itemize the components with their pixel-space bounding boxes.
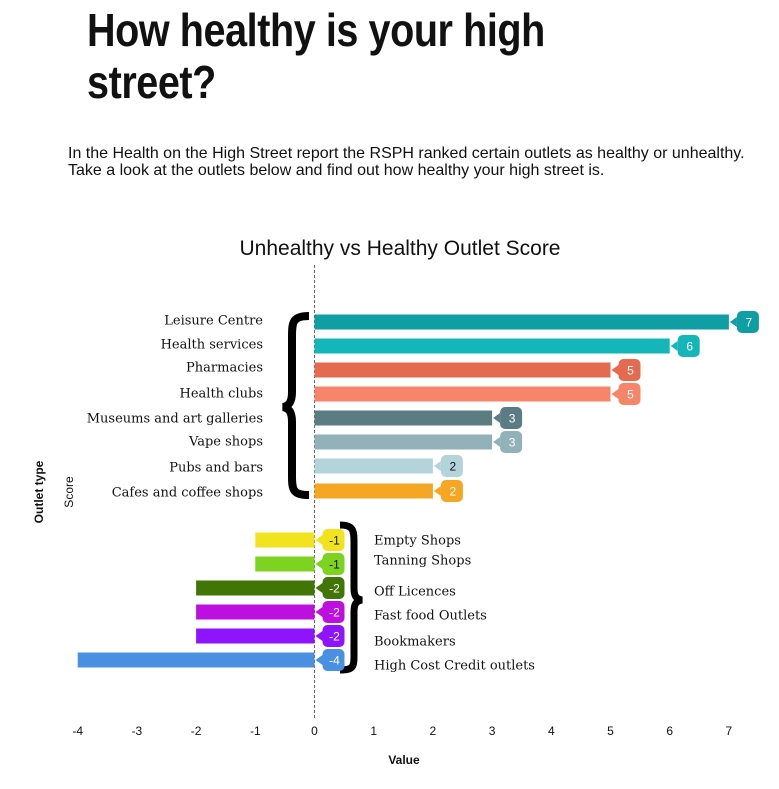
- category-label: Tanning Shops: [374, 554, 471, 569]
- value-badge-pointer: [729, 317, 737, 327]
- category-label: Health services: [161, 338, 263, 353]
- bar: [314, 362, 611, 378]
- x-tick-label: -2: [191, 724, 202, 738]
- x-tick-label: -1: [250, 724, 261, 738]
- x-tick-label: 3: [489, 724, 496, 738]
- x-tick-label: -3: [132, 724, 143, 738]
- bar: [314, 314, 729, 330]
- value-badge-pointer: [315, 655, 323, 665]
- bar: [196, 580, 315, 596]
- value-badge: [677, 335, 700, 357]
- value-label: -2: [329, 606, 340, 620]
- value-label: 2: [450, 460, 457, 474]
- value-label: 5: [627, 364, 634, 378]
- x-tick-label: 6: [666, 724, 673, 738]
- category-label: Health clubs: [180, 387, 263, 402]
- value-badge-pointer: [315, 535, 323, 545]
- value-badge-pointer: [315, 607, 323, 617]
- value-badge: [322, 601, 345, 623]
- bar: [314, 458, 433, 474]
- value-label: -4: [329, 654, 340, 668]
- value-badge-pointer: [433, 461, 441, 471]
- value-label: -1: [329, 558, 340, 572]
- value-badge: [500, 407, 523, 429]
- value-label: -2: [329, 630, 340, 644]
- y-axis-label: Outlet type: [32, 460, 46, 523]
- bar: [314, 410, 493, 426]
- value-badge: [500, 431, 523, 453]
- value-badge: [618, 383, 641, 405]
- value-badge: [440, 455, 463, 477]
- x-axis-label: Value: [388, 753, 420, 767]
- value-badge-pointer: [670, 341, 678, 351]
- value-label: -1: [329, 534, 340, 548]
- value-label: 2: [450, 485, 457, 499]
- bar: [77, 652, 315, 668]
- value-badge-pointer: [611, 365, 619, 375]
- category-label: Off Licences: [374, 585, 456, 600]
- value-badge: [322, 553, 345, 575]
- category-label: Pharmacies: [186, 361, 263, 376]
- x-tick-label: 2: [430, 724, 437, 738]
- value-badge-pointer: [493, 437, 501, 447]
- value-badge: [736, 311, 759, 333]
- value-badge-pointer: [433, 486, 441, 496]
- bar: [196, 604, 315, 620]
- bar: [314, 434, 493, 450]
- value-label: 6: [686, 340, 693, 354]
- value-badge: [322, 577, 345, 599]
- x-tick-label: 5: [607, 724, 614, 738]
- category-label: Fast food Outlets: [374, 609, 487, 624]
- intro-text: In the Health on the High Street report …: [68, 145, 745, 179]
- category-label: Vape shops: [188, 435, 263, 450]
- value-badge-pointer: [611, 389, 619, 399]
- bar: [314, 338, 670, 354]
- value-badge-pointer: [315, 583, 323, 593]
- value-label: 3: [509, 436, 516, 450]
- category-label: Leisure Centre: [164, 314, 263, 329]
- category-label: Bookmakers: [374, 635, 456, 650]
- value-badge-pointer: [315, 559, 323, 569]
- x-tick-label: 1: [370, 724, 377, 738]
- value-label: 7: [746, 316, 753, 330]
- value-badge: [322, 625, 345, 647]
- bar: [196, 628, 315, 644]
- unhealthy-brace-icon: [339, 521, 363, 674]
- bar: [255, 532, 315, 548]
- value-label: -2: [329, 582, 340, 596]
- score-legend-label: Score: [62, 476, 76, 508]
- category-label: Cafes and coffee shops: [112, 486, 263, 501]
- category-label: Pubs and bars: [169, 461, 263, 476]
- page-headline: How healthy is your high street?: [87, 4, 545, 108]
- healthy-brace-icon: [282, 312, 310, 499]
- category-label: Empty Shops: [374, 534, 461, 549]
- value-label: 5: [627, 388, 634, 402]
- x-tick-label: 4: [548, 724, 555, 738]
- x-tick-label: 0: [311, 724, 318, 738]
- value-badge-pointer: [315, 631, 323, 641]
- category-label: Museums and art galleries: [87, 412, 263, 427]
- bar: [314, 483, 433, 499]
- value-badge: [322, 649, 345, 671]
- x-tick-label: -4: [72, 724, 83, 738]
- value-label: 3: [509, 412, 516, 426]
- bar: [314, 386, 611, 402]
- bar: [255, 556, 315, 572]
- value-badge-pointer: [493, 413, 501, 423]
- chart-title: Unhealthy vs Healthy Outlet Score: [240, 237, 561, 260]
- value-badge: [618, 359, 641, 381]
- x-tick-label: 7: [726, 724, 733, 738]
- value-badge: [440, 480, 463, 502]
- value-badge: [322, 529, 345, 551]
- category-label: High Cost Credit outlets: [374, 659, 535, 674]
